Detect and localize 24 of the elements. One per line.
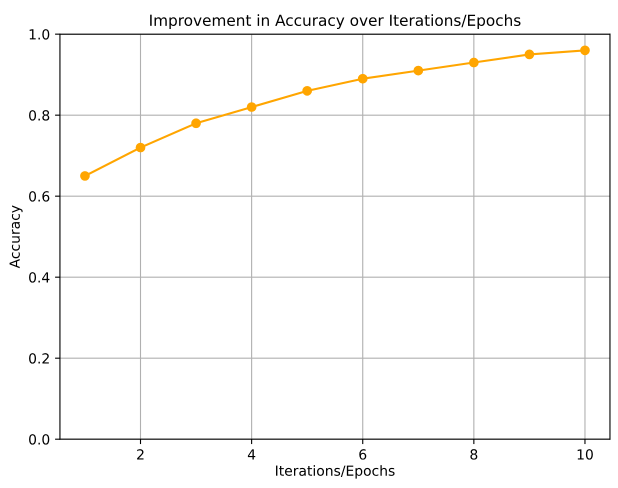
point — [580, 46, 590, 56]
x-tick-label: 10 — [578, 449, 593, 460]
x-tick-label: 8 — [470, 449, 478, 460]
point — [468, 58, 479, 68]
point — [524, 50, 534, 60]
y-axis-title: Accuracy — [10, 205, 23, 268]
y-tick-label: 0.0 — [29, 434, 50, 445]
point — [80, 171, 90, 181]
point — [302, 86, 312, 96]
y-tick-label: 1.0 — [30, 29, 50, 40]
x-axis-title: Iterations/Epochs — [276, 465, 395, 479]
point — [191, 118, 201, 128]
point — [358, 74, 368, 84]
y-tick-label: 0.2 — [29, 353, 49, 364]
point — [413, 66, 424, 76]
point — [246, 102, 256, 112]
x-tick-label: 4 — [248, 449, 256, 460]
y-tick-label: 0.8 — [29, 110, 50, 121]
y-tick-label: 0.4 — [29, 272, 50, 283]
point — [136, 142, 146, 152]
x-tick-label: 6 — [359, 449, 366, 460]
y-tick-label: 0.6 — [29, 191, 50, 202]
x-tick-label: 2 — [137, 449, 144, 460]
chart-title: Improvement in Accuracy over Iterations/Epochs — [150, 14, 521, 30]
